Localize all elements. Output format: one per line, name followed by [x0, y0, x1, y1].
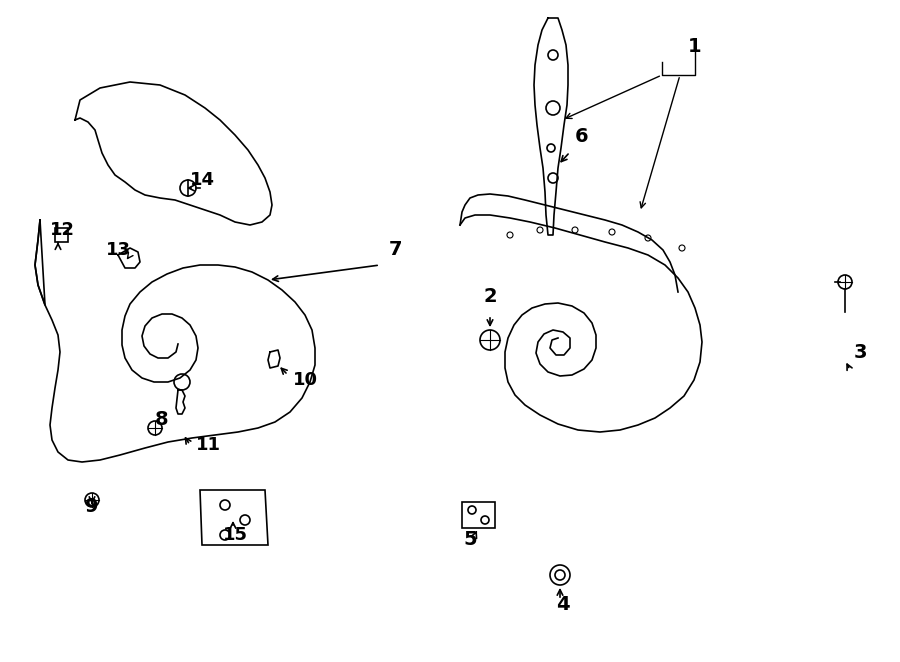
Text: 1: 1 [688, 37, 702, 56]
Text: 15: 15 [222, 526, 248, 544]
Text: 2: 2 [483, 287, 497, 306]
Text: 8: 8 [155, 410, 169, 429]
Text: 14: 14 [190, 171, 214, 189]
Text: 12: 12 [50, 221, 75, 239]
Text: 4: 4 [556, 595, 570, 614]
Text: 5: 5 [464, 530, 477, 549]
Text: 13: 13 [105, 241, 130, 259]
Text: 7: 7 [388, 240, 401, 259]
Text: 3: 3 [853, 343, 867, 362]
Text: 11: 11 [195, 436, 220, 454]
Text: 10: 10 [292, 371, 318, 389]
Text: 9: 9 [86, 497, 99, 516]
Text: 6: 6 [575, 127, 589, 146]
